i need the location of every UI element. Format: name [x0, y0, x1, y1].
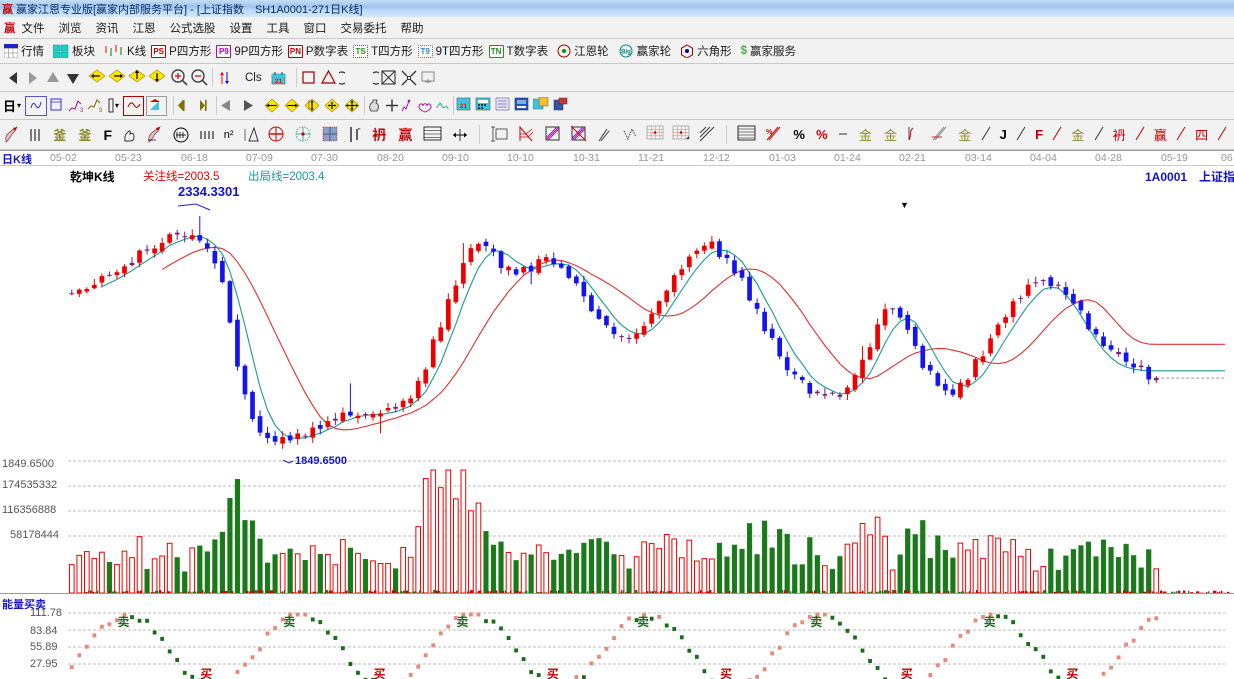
svg-text:%: %: [766, 129, 773, 136]
svg-text:3: 3: [80, 108, 84, 113]
svg-text:21: 21: [460, 103, 468, 110]
svg-text:9: 9: [99, 108, 103, 113]
svg-text:Big: Big: [621, 50, 631, 56]
svg-text:21: 21: [275, 78, 283, 85]
svg-text:": ": [358, 128, 361, 135]
